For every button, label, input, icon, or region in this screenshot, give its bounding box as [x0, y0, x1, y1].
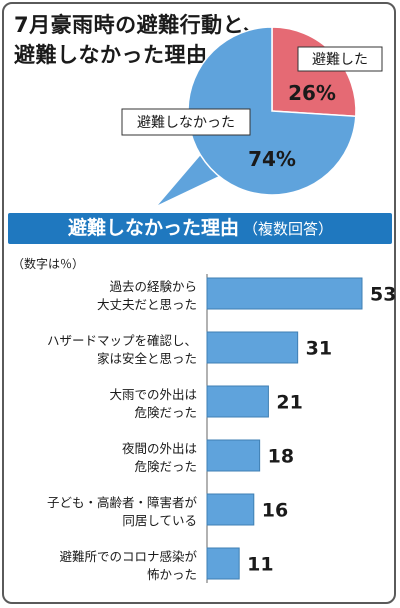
bar-category-label: 大雨での外出は	[109, 387, 197, 402]
unit-note: （数字は％）	[12, 257, 85, 271]
infographic-title: 7月豪雨時の避難行動と、 避難しなかった理由	[14, 10, 265, 70]
bar-4	[206, 493, 255, 526]
bar-category-label: 夜間の外出は	[122, 441, 197, 456]
section-title: 避難しなかった理由	[68, 217, 240, 239]
bar-value-label: 16	[262, 500, 288, 522]
bar-category-label: 同居している	[122, 513, 197, 528]
pie-label-1: 避難しなかった	[137, 115, 235, 131]
pie-value-0: 26%	[288, 81, 336, 105]
bar-2	[206, 385, 269, 418]
bar-5	[206, 547, 240, 580]
bar-value-label: 21	[276, 392, 302, 414]
bar-category-label: 過去の経験から	[109, 279, 197, 294]
section-subtitle: （複数回答）	[243, 220, 334, 238]
section-header: 避難しなかった理由 （複数回答）	[8, 213, 392, 244]
bar-category-label: 危険だった	[134, 405, 197, 420]
bar-category-label: 大丈夫だと思った	[97, 297, 197, 312]
bar-category-label: 避難所でのコロナ感染が	[59, 549, 197, 564]
pie-label-box-0	[297, 46, 383, 72]
title-line-1: 7月豪雨時の避難行動と、	[14, 13, 265, 37]
bar-category-label: 危険だった	[134, 459, 197, 474]
bar-value-label: 31	[306, 338, 332, 360]
bar-value-label: 18	[268, 446, 294, 468]
bar-value-label: 53	[370, 284, 396, 306]
bar-value-label: 11	[247, 554, 273, 576]
pie-value-1: 74%	[248, 147, 296, 171]
bar-category-label: 子ども・高齢者・障害者が	[47, 495, 198, 510]
bar-3	[206, 439, 261, 472]
bar-category-label: 怖かった	[147, 567, 197, 582]
bar-category-label: ハザードマップを確認し、	[47, 333, 197, 348]
bar-category-label: 家は安全と思った	[97, 351, 197, 366]
bar-1	[206, 331, 299, 364]
pie-slice-not-evacuated	[187, 26, 357, 196]
pie-label-0: 避難した	[312, 52, 368, 68]
title-line-2: 避難しなかった理由	[14, 43, 208, 67]
bar-0	[206, 277, 363, 310]
pie-label-box-1	[121, 108, 251, 136]
